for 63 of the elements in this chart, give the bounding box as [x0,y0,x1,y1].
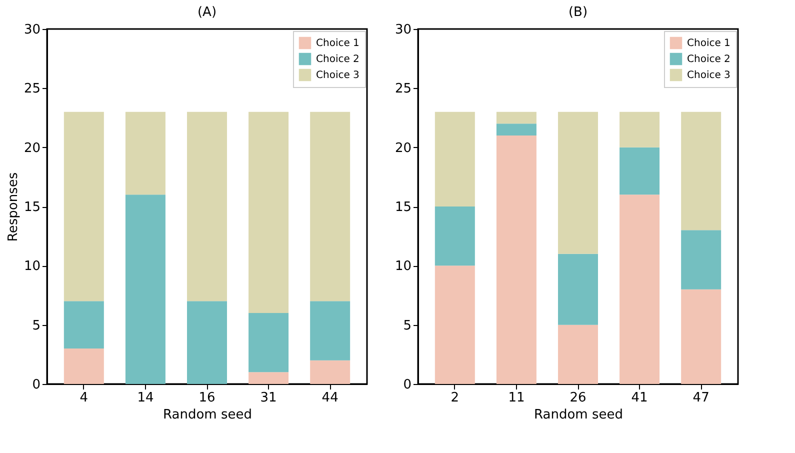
y-tick-label: 5 [403,318,412,334]
bar [558,254,598,325]
bar [125,112,166,195]
bar [434,266,475,384]
legend-label: Choice 1 [687,38,730,49]
x-tick-label: 41 [631,390,648,406]
y-axis-title: Responses [6,172,21,242]
bar [434,112,475,206]
x-tick-label: 31 [260,390,277,406]
chart-title: (B) [568,5,588,20]
bar [434,206,475,266]
bar [496,124,536,136]
bar [310,112,350,302]
y-tick-label: 20 [24,140,40,156]
y-tick-label: 5 [32,318,40,334]
y-tick-label: 0 [403,378,412,392]
bar [125,194,166,384]
bar [496,136,536,384]
legend-label: Choice 3 [316,70,360,81]
legend-label: Choice 2 [316,54,360,65]
y-tick-label: 10 [24,259,40,274]
bar [187,112,227,302]
y-tick-label: 30 [394,22,412,38]
bar [620,112,660,148]
y-tick-label: 30 [24,22,40,38]
x-tick-label: 26 [570,390,586,406]
bar [620,147,660,195]
x-tick-label: 2 [450,390,460,406]
x-tick-label: 44 [322,390,338,406]
y-tick-label: 20 [394,140,412,156]
bar [558,112,598,254]
bar [681,112,722,230]
x-tick-label: 11 [508,390,525,406]
bar [64,112,104,302]
y-tick-label: 15 [24,200,40,215]
bar [558,324,598,384]
bar [64,348,104,384]
x-axis-title: Random seed [534,408,623,422]
x-tick-label: 16 [198,390,216,406]
bar [248,112,289,313]
legend-label: Choice 3 [687,70,730,81]
x-axis-title: Random seed [163,408,252,422]
bar [620,194,660,384]
y-tick-label: 10 [394,259,412,274]
bar [187,301,227,384]
legend-label: Choice 1 [316,38,360,49]
bar [496,112,536,124]
bar [64,301,104,348]
chart-title: (A) [197,5,217,20]
y-tick-label: 25 [24,82,40,97]
y-tick-label: 15 [394,200,412,215]
bar [681,289,722,384]
y-tick-label: 25 [394,82,412,97]
legend-label: Choice 2 [687,54,730,65]
bar [681,230,722,290]
bar [248,313,289,372]
x-tick-label: 47 [692,390,710,406]
bar [248,372,289,384]
y-tick-label: 0 [32,378,40,392]
x-tick-label: 4 [80,390,88,406]
bar [310,360,350,384]
x-tick-label: 14 [137,390,154,406]
bar [310,301,350,360]
